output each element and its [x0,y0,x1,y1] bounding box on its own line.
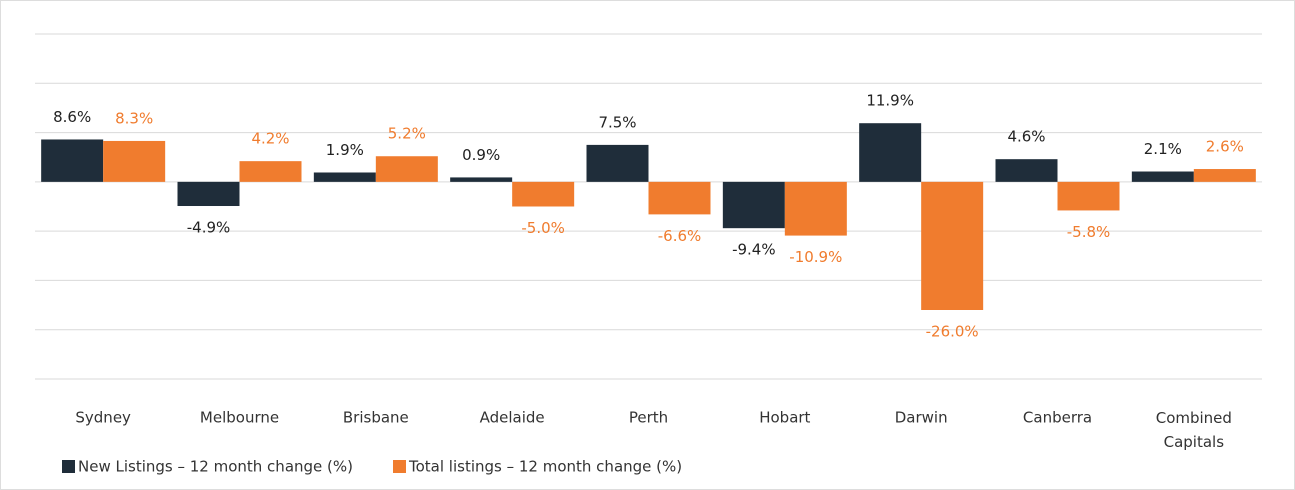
bar [648,181,711,215]
data-label: 4.6% [1007,128,1045,146]
data-label: 7.5% [598,113,636,131]
legend-swatch [393,460,406,473]
x-tick-label: Sydney [75,409,131,427]
bar [586,144,649,182]
bar [722,181,785,229]
bar [313,172,376,182]
data-label: 8.6% [53,108,91,126]
bar [512,181,575,207]
bar [375,156,438,182]
data-label: -26.0% [926,323,979,341]
data-label: 5.2% [388,125,426,143]
bar [995,159,1058,182]
bar [41,139,104,182]
data-label: -4.9% [187,219,231,237]
bar [239,161,302,182]
data-label: 2.6% [1206,138,1244,156]
x-tick-label: Darwin [895,409,948,427]
bar [1131,171,1194,182]
data-label: -9.4% [732,241,776,259]
legend-label: New Listings – 12 month change (%) [78,458,353,476]
data-label: -6.6% [658,227,702,245]
bar [1193,169,1256,182]
data-label: 8.3% [115,109,153,127]
x-tick-label: Hobart [759,409,810,427]
x-tick-label: Combined Capitals [1156,409,1232,451]
bar [103,140,166,182]
data-label: -5.0% [521,219,565,237]
bar [450,177,513,182]
data-label: 4.2% [251,130,289,148]
bar [177,181,240,207]
bar [1057,181,1120,211]
data-label: -5.8% [1067,223,1111,241]
legend-label: Total listings – 12 month change (%) [408,458,682,476]
legend-swatch [62,460,75,473]
x-tick-label: Melbourne [200,409,279,427]
data-label: 1.9% [326,141,364,159]
bar [859,123,922,182]
bar [921,181,984,310]
data-label: -10.9% [789,248,842,266]
data-label: 11.9% [866,92,914,110]
data-label: 2.1% [1144,140,1182,158]
x-tick-label: Canberra [1023,409,1092,427]
bar [784,181,847,236]
x-tick-label: Perth [629,409,668,427]
data-label: 0.9% [462,146,500,164]
x-tick-label: Adelaide [480,409,545,427]
x-tick-label: Brisbane [343,409,409,427]
